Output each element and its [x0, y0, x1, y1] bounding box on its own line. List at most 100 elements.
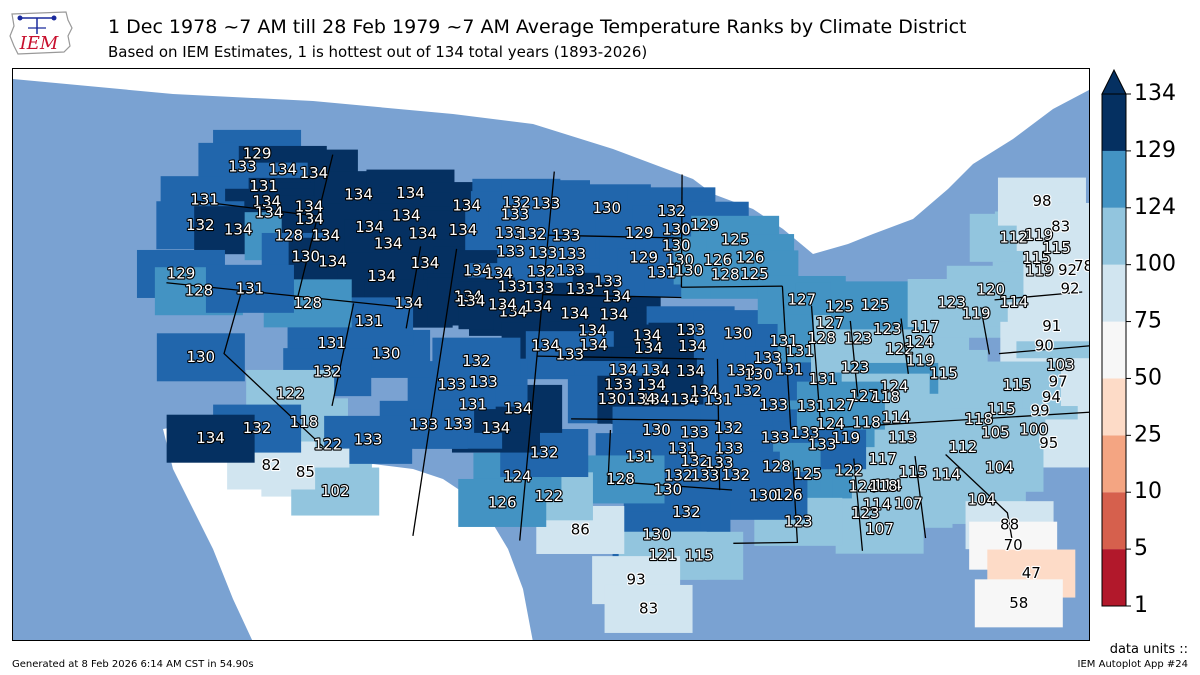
- rank-label: 133: [469, 373, 498, 391]
- rank-label: 122: [276, 384, 305, 402]
- state-line: [998, 345, 1089, 355]
- rank-label: 134: [482, 419, 511, 437]
- rank-label: 128: [711, 265, 740, 283]
- rank-label: 120: [976, 280, 1005, 298]
- rank-label: 114: [932, 466, 961, 484]
- rank-label: 98: [1032, 192, 1051, 210]
- rank-label: 132: [243, 419, 272, 437]
- district-cell: [830, 281, 919, 330]
- state-line: [405, 246, 422, 329]
- colorbar-outline: [1101, 93, 1127, 607]
- colorbar-tick-label: 134: [1134, 81, 1176, 106]
- rank-label: 85: [296, 463, 315, 481]
- rank-label: 129: [243, 144, 272, 162]
- rank-label: 131: [769, 332, 798, 350]
- rank-label: 134: [633, 327, 662, 345]
- rank-label: 117: [868, 450, 897, 468]
- rank-label: 125: [861, 296, 890, 314]
- rank-label: 94: [1042, 388, 1061, 406]
- rank-label: 119: [962, 304, 991, 322]
- rank-label: 133: [498, 278, 527, 296]
- colorbar-tick-label: 129: [1134, 138, 1176, 163]
- rank-label: 91: [1042, 317, 1061, 335]
- rank-label: 114: [1000, 293, 1029, 311]
- rank-label: 134: [318, 252, 347, 270]
- rank-label: 58: [1009, 594, 1028, 612]
- state-line: [900, 318, 909, 374]
- state-line: [980, 307, 990, 355]
- rank-label: 134: [392, 207, 421, 225]
- rank-label: 134: [454, 288, 483, 306]
- rank-label: 128: [185, 282, 214, 300]
- rank-label: 130: [674, 261, 703, 279]
- rank-label: 134: [627, 390, 656, 408]
- rank-label: 134: [676, 362, 705, 380]
- rank-label: 133: [552, 226, 581, 244]
- rank-label: 127: [827, 396, 856, 414]
- rank-label: 130: [291, 248, 320, 266]
- rank-label: 113: [888, 429, 917, 447]
- rank-label: 132: [714, 419, 743, 437]
- state-line: [536, 355, 705, 360]
- rank-label: 118: [290, 413, 319, 431]
- rank-label: 119: [1025, 262, 1054, 280]
- rank-label: 104: [985, 458, 1014, 476]
- rank-label: 133: [715, 440, 744, 458]
- rank-label: 131: [458, 395, 487, 413]
- rank-label: 112: [999, 228, 1028, 246]
- district-cell: [1016, 202, 1089, 251]
- rank-label: 133: [691, 466, 720, 484]
- rank-label: 132: [186, 216, 215, 234]
- rank-label: 134: [374, 234, 403, 252]
- rank-label: 129: [167, 265, 196, 283]
- rank-label: 92: [1058, 261, 1077, 279]
- rank-label: 132: [313, 363, 342, 381]
- state-line: [994, 291, 1083, 301]
- rank-label: 123: [844, 330, 873, 348]
- rank-label: 130: [186, 348, 215, 366]
- rank-label: 134: [524, 297, 553, 315]
- rank-label: 134: [295, 197, 324, 215]
- rank-label: 133: [501, 206, 530, 224]
- rank-label: 133: [409, 415, 438, 433]
- rank-label: 133: [680, 423, 709, 441]
- rank-label: 124: [503, 467, 532, 485]
- rank-label: 124: [848, 478, 877, 496]
- rank-label: 125: [825, 297, 854, 315]
- colorbar-bin: [1102, 435, 1126, 493]
- rank-label: 134: [449, 221, 478, 239]
- rank-label: 134: [411, 254, 440, 272]
- rank-label: 119: [831, 429, 860, 447]
- rank-label: 90: [1035, 336, 1054, 354]
- generated-timestamp: Generated at 8 Feb 2026 6:14 AM CST in 5…: [12, 659, 254, 670]
- rank-label: 131: [809, 370, 838, 388]
- state-line: [296, 154, 334, 299]
- rank-label: 115: [1042, 239, 1071, 257]
- rank-label: 115: [899, 463, 928, 481]
- state-line: [853, 458, 864, 551]
- district-cell: [166, 414, 255, 463]
- rank-label: 115: [1022, 249, 1051, 267]
- rank-label: 128: [606, 470, 635, 488]
- rank-label: 126: [774, 486, 803, 504]
- rank-label: 133: [532, 195, 561, 213]
- state-line: [914, 455, 927, 539]
- rank-label: 83: [639, 599, 658, 617]
- district-cell: [974, 579, 1063, 628]
- rank-label: 132: [530, 444, 559, 462]
- rank-label: 134: [531, 337, 560, 355]
- rank-label: 123: [937, 294, 966, 312]
- colorbar-svg: 1 5 10 25 50 75 100 124 129 134: [1101, 68, 1176, 618]
- colorbar-tick-label: 100: [1134, 252, 1176, 277]
- rank-label: 130: [598, 390, 627, 408]
- rank-label: 92: [1060, 280, 1079, 298]
- rank-label: 132: [518, 225, 547, 243]
- rank-label: 134: [560, 305, 589, 323]
- state-line: [193, 200, 318, 217]
- app-label: IEM Autoplot App #24: [1077, 659, 1188, 670]
- state-line: [810, 305, 821, 419]
- rank-label: 131: [704, 390, 733, 408]
- rank-label: 134: [641, 362, 670, 380]
- rank-label: 70: [1004, 536, 1023, 554]
- iem-logo: IEM: [8, 6, 74, 58]
